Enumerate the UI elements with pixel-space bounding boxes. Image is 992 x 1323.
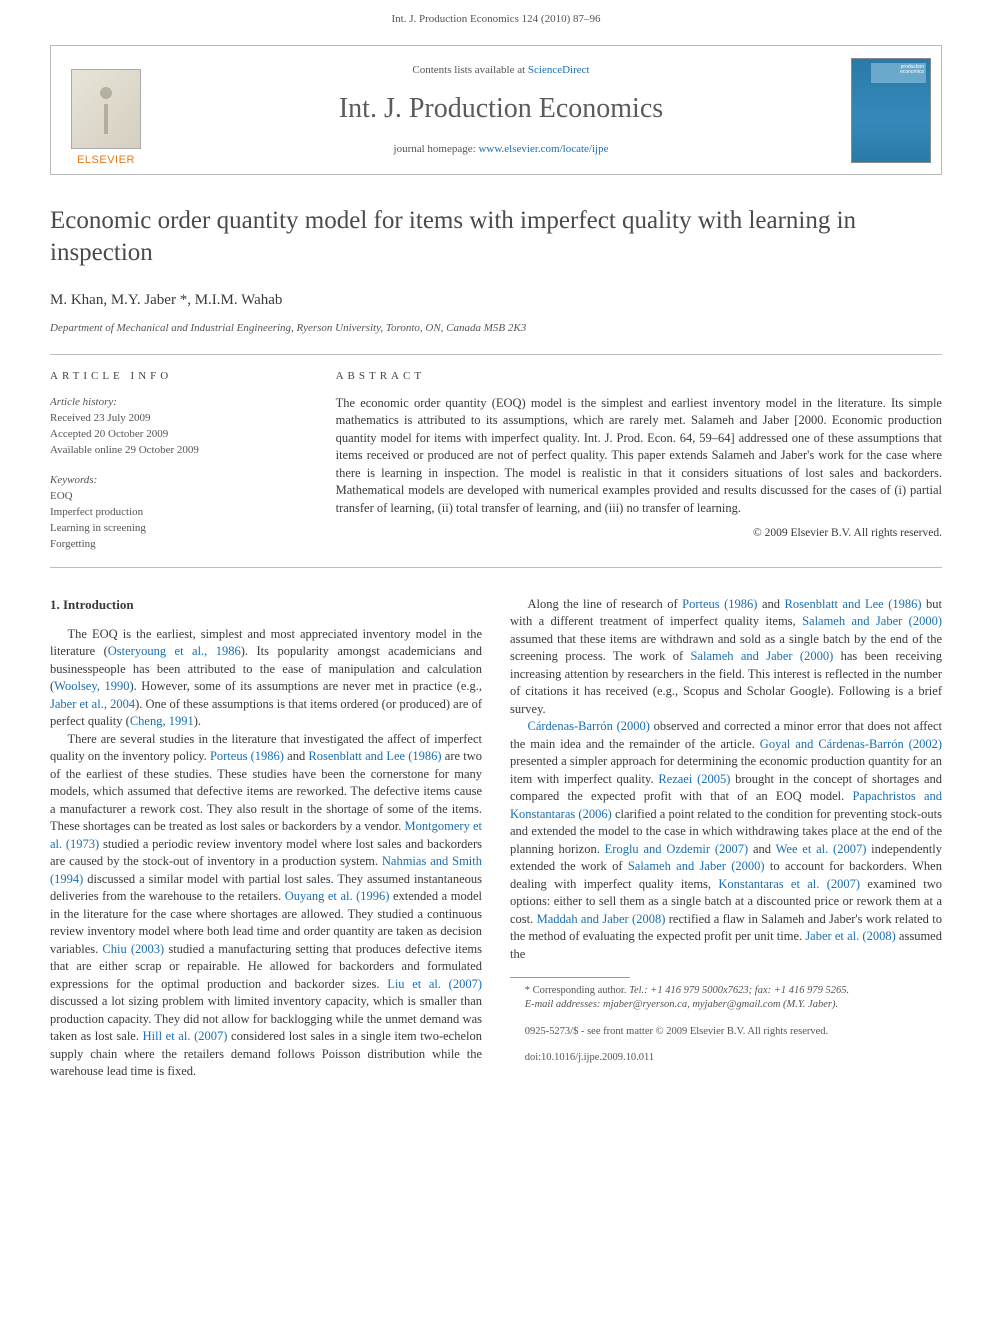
cite-ouyang-1996[interactable]: Ouyang et al. (1996)	[285, 889, 390, 903]
keyword-2: Imperfect production	[50, 505, 300, 521]
keywords-label: Keywords:	[50, 473, 300, 489]
history-received: Received 23 July 2009	[50, 411, 300, 427]
contents-available-line: Contents lists available at ScienceDirec…	[412, 63, 589, 78]
cite-rosenblatt-lee-1986b[interactable]: Rosenblatt and Lee (1986)	[784, 597, 921, 611]
front-matter-line: 0925-5273/$ - see front matter © 2009 El…	[510, 1025, 942, 1039]
cite-cardenas-2000[interactable]: Cárdenas-Barrón (2000)	[528, 719, 650, 733]
cite-goyal-cardenas-2002[interactable]: Goyal and Cárdenas-Barrón (2002)	[760, 737, 942, 751]
cite-rezaei-2005[interactable]: Rezaei (2005)	[658, 772, 730, 786]
history-online: Available online 29 October 2009	[50, 443, 300, 459]
p2b: and	[284, 749, 308, 763]
cite-salameh-jaber-2000c[interactable]: Salameh and Jaber (2000)	[628, 859, 765, 873]
running-head: Int. J. Production Economics 124 (2010) …	[0, 0, 992, 45]
cite-rosenblatt-lee-1986[interactable]: Rosenblatt and Lee (1986)	[308, 749, 441, 763]
doi-line: doi:10.1016/j.ijpe.2009.10.011	[510, 1051, 942, 1065]
abstract-label: ABSTRACT	[336, 369, 942, 384]
cite-konstantaras-2007[interactable]: Konstantaras et al. (2007)	[718, 877, 860, 891]
email-label: E-mail addresses:	[525, 999, 603, 1010]
cite-osteryoung-1986[interactable]: Osteryoung et al., 1986	[108, 644, 241, 658]
intro-para-2: There are several studies in the literat…	[50, 731, 482, 1081]
p4a: Along the line of research of	[528, 597, 683, 611]
body-two-column: 1. Introduction The EOQ is the earliest,…	[50, 596, 942, 1081]
journal-masthead: ELSEVIER Contents lists available at Sci…	[50, 45, 942, 175]
affiliation: Department of Mechanical and Industrial …	[50, 321, 942, 336]
email-footnote: E-mail addresses: mjaber@ryerson.ca, myj…	[510, 998, 942, 1012]
history-accepted: Accepted 20 October 2009	[50, 427, 300, 443]
cite-jaber-2004[interactable]: Jaber et al., 2004	[50, 697, 135, 711]
keyword-3: Learning in screening	[50, 521, 300, 537]
intro-para-3: Along the line of research of Porteus (1…	[510, 596, 942, 719]
email-text: mjaber@ryerson.ca, myjaber@gmail.com (M.…	[603, 999, 838, 1010]
article-info-label: ARTICLE INFO	[50, 369, 300, 385]
corr-label: * Corresponding author.	[525, 985, 629, 996]
authors-line: M. Khan, M.Y. Jaber *, M.I.M. Wahab	[50, 290, 942, 311]
cite-liu-2007[interactable]: Liu et al. (2007)	[387, 977, 482, 991]
cite-salameh-jaber-2000b[interactable]: Salameh and Jaber (2000)	[690, 649, 833, 663]
p4b: and	[757, 597, 784, 611]
journal-homepage-line: journal homepage: www.elsevier.com/locat…	[394, 142, 609, 157]
p1c: ). However, some of its assumptions are …	[129, 679, 482, 693]
corr-text: Tel.: +1 416 979 5000x7623; fax: +1 416 …	[629, 985, 849, 996]
keyword-4: Forgetting	[50, 537, 300, 553]
cite-wee-2007[interactable]: Wee et al. (2007)	[776, 842, 867, 856]
keyword-1: EOQ	[50, 489, 300, 505]
journal-homepage-link[interactable]: www.elsevier.com/locate/ijpe	[478, 143, 608, 155]
contents-prefix: Contents lists available at	[412, 64, 527, 76]
article-history-label: Article history:	[50, 395, 300, 411]
abstract-column: ABSTRACT The economic order quantity (EO…	[318, 354, 942, 566]
publisher-block: ELSEVIER	[51, 46, 161, 174]
corresponding-author-footnote: * Corresponding author. Tel.: +1 416 979…	[510, 984, 942, 998]
cite-hill-2007[interactable]: Hill et al. (2007)	[143, 1029, 228, 1043]
intro-para-1: The EOQ is the earliest, simplest and mo…	[50, 626, 482, 731]
sciencedirect-link[interactable]: ScienceDirect	[528, 64, 590, 76]
publisher-name: ELSEVIER	[77, 153, 135, 168]
p1e: ).	[194, 714, 201, 728]
cite-porteus-1986b[interactable]: Porteus (1986)	[682, 597, 757, 611]
section-heading-intro: 1. Introduction	[50, 596, 482, 614]
cover-thumbnail-box	[841, 46, 941, 174]
journal-name: Int. J. Production Economics	[339, 89, 663, 128]
elsevier-tree-icon	[71, 69, 141, 149]
cite-chiu-2003[interactable]: Chiu (2003)	[102, 942, 164, 956]
cite-eroglu-2007[interactable]: Eroglu and Ozdemir (2007)	[605, 842, 749, 856]
cite-salameh-jaber-2000[interactable]: Salameh and Jaber (2000)	[802, 614, 942, 628]
p3a: for the optimal production and backorder…	[116, 977, 387, 991]
cite-porteus-1986[interactable]: Porteus (1986)	[210, 749, 284, 763]
p5f: and	[748, 842, 775, 856]
info-abstract-row: ARTICLE INFO Article history: Received 2…	[50, 354, 942, 567]
homepage-prefix: journal homepage:	[394, 143, 479, 155]
cite-jaber-2008[interactable]: Jaber et al. (2008)	[805, 929, 895, 943]
cite-cheng-1991[interactable]: Cheng, 1991	[130, 714, 194, 728]
intro-para-4: Cárdenas-Barrón (2000) observed and corr…	[510, 718, 942, 963]
cite-woolsey-1990[interactable]: Woolsey, 1990	[54, 679, 129, 693]
abstract-text: The economic order quantity (EOQ) model …	[336, 395, 942, 518]
footnote-separator	[510, 977, 630, 978]
journal-cover-icon	[851, 58, 931, 163]
abstract-copyright: © 2009 Elsevier B.V. All rights reserved…	[336, 525, 942, 541]
article-title: Economic order quantity model for items …	[50, 205, 942, 268]
article-info-column: ARTICLE INFO Article history: Received 2…	[50, 354, 318, 566]
cite-maddah-jaber-2008[interactable]: Maddah and Jaber (2008)	[537, 912, 666, 926]
masthead-center: Contents lists available at ScienceDirec…	[161, 46, 841, 174]
